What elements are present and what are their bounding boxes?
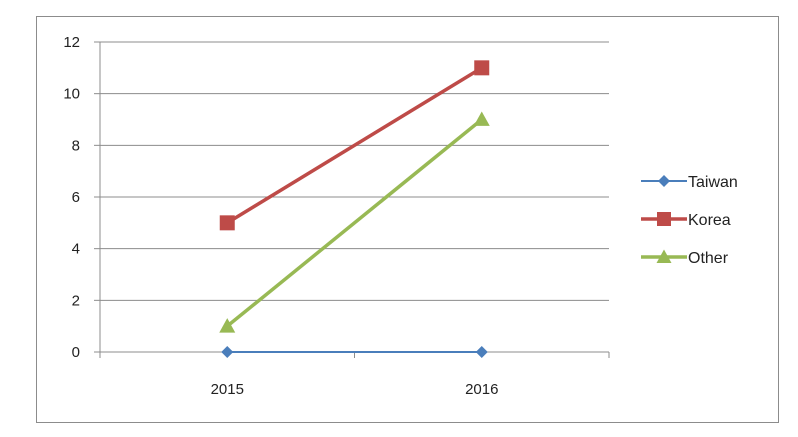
- y-tick-label: 8: [72, 137, 80, 154]
- legend-item-other: Other: [641, 249, 729, 267]
- data-point-diamond: [475, 346, 488, 358]
- legend-item-korea: Korea: [641, 212, 731, 229]
- data-point-square: [219, 215, 235, 231]
- legend-label: Other: [688, 250, 729, 267]
- series-korea: [219, 60, 490, 231]
- data-point-triangle: [473, 111, 490, 126]
- data-point-square: [657, 212, 671, 226]
- axes: 0 2 4 6 8 10 12 2015 2016: [63, 34, 610, 398]
- series-lines: [219, 60, 490, 358]
- y-tick-label: 4: [72, 241, 80, 258]
- series-line: [226, 118, 483, 328]
- y-tick-label: 2: [72, 292, 80, 309]
- y-tick-label: 0: [72, 344, 80, 361]
- x-tick-label: 2016: [465, 381, 498, 398]
- gridlines: [100, 41, 609, 301]
- legend: Taiwan Korea Other: [641, 174, 738, 267]
- series-taiwan: [221, 346, 488, 358]
- data-point-square: [474, 60, 490, 76]
- data-point-triangle: [219, 318, 236, 333]
- series-line: [226, 66, 483, 225]
- series-other: [219, 111, 490, 333]
- legend-item-taiwan: Taiwan: [641, 174, 738, 191]
- legend-label: Taiwan: [688, 174, 738, 191]
- y-tick-label: 10: [63, 86, 80, 103]
- legend-label: Korea: [688, 212, 731, 229]
- data-point-diamond: [658, 175, 670, 187]
- y-tick-label: 6: [72, 189, 80, 206]
- data-point-diamond: [221, 346, 234, 358]
- x-tick-label: 2015: [211, 381, 244, 398]
- data-point-triangle: [656, 249, 672, 263]
- y-tick-label: 12: [63, 34, 80, 51]
